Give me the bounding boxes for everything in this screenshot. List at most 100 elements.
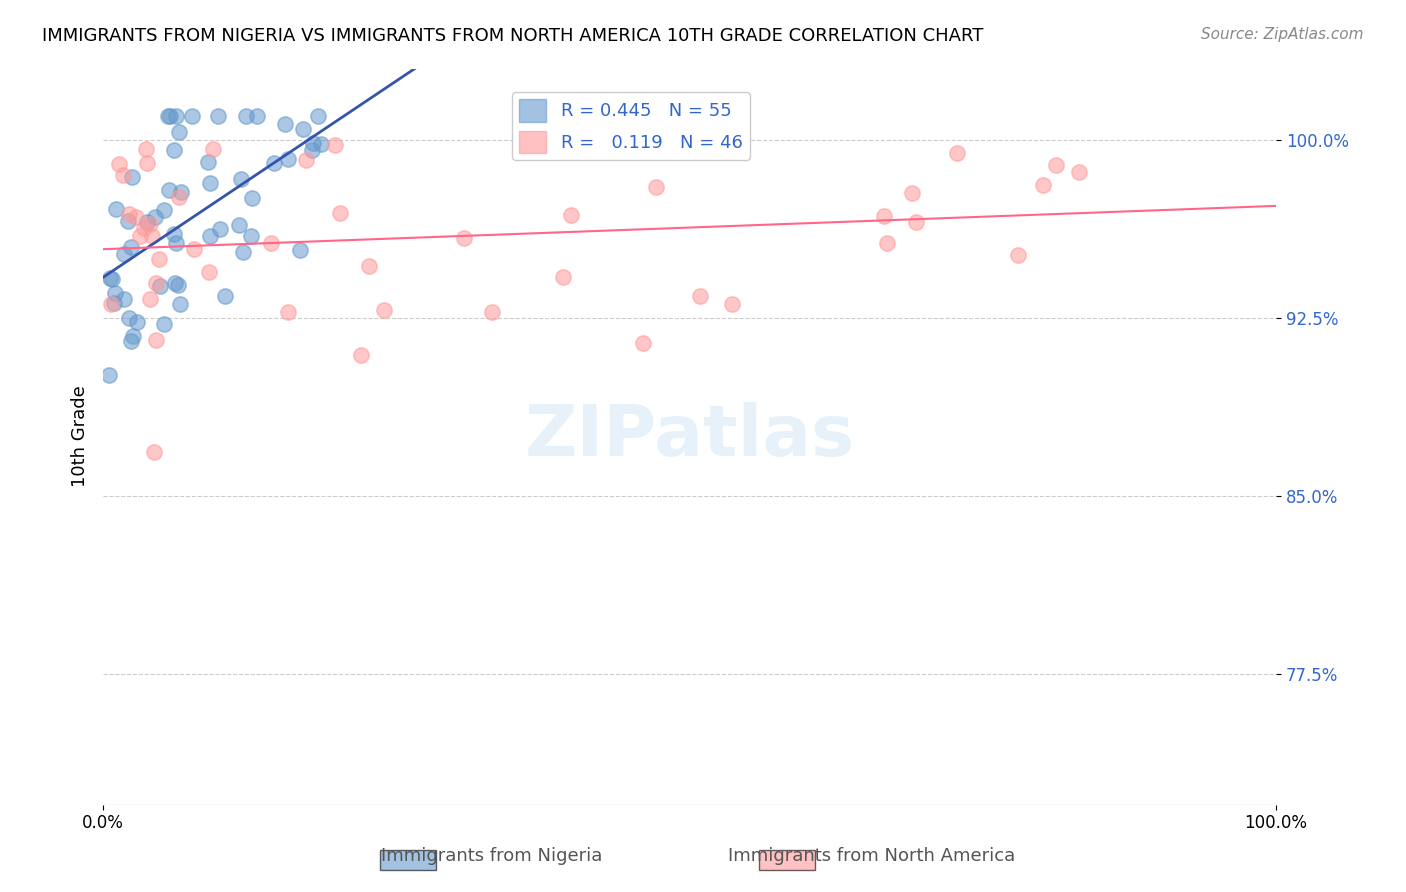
Point [1007,248,1029,262]
Point [228,219,250,233]
Point [121,169,143,184]
Point [145,333,167,347]
Point [240,191,263,205]
Point [169,297,191,311]
Point [231,172,253,186]
Point [235,109,257,123]
Point [277,305,299,319]
Point [290,243,312,257]
Point [359,259,381,273]
Point [901,186,924,200]
Point [273,117,295,131]
Point [209,221,232,235]
Point [240,229,263,244]
Point [873,209,896,223]
Point [139,292,162,306]
Point [232,244,254,259]
Text: Source: ZipAtlas.com: Source: ZipAtlas.com [1201,27,1364,42]
Point [165,109,187,123]
Point [1045,158,1067,172]
Point [167,190,190,204]
Point [148,252,170,266]
Point [905,215,928,229]
Point [112,246,135,260]
Point [214,288,236,302]
Point [350,348,373,362]
Point [129,229,152,244]
Point [152,317,174,331]
Point [1031,178,1053,192]
Point [163,143,186,157]
Point [112,292,135,306]
Point [260,235,283,250]
Point [100,272,122,286]
Point [149,279,172,293]
Text: IMMIGRANTS FROM NIGERIA VS IMMIGRANTS FROM NORTH AMERICA 10TH GRADE CORRELATION : IMMIGRANTS FROM NIGERIA VS IMMIGRANTS FR… [42,27,984,45]
Point [207,109,229,123]
Point [153,203,176,218]
Point [277,152,299,166]
Point [118,310,141,325]
Point [689,288,711,302]
Point [373,302,395,317]
Point [112,168,135,182]
Point [201,142,224,156]
Point [181,109,204,123]
Point [145,276,167,290]
Point [200,228,222,243]
Point [103,296,125,310]
Point [453,231,475,245]
Point [121,328,143,343]
Point [120,334,142,348]
Point [560,208,582,222]
Point [104,286,127,301]
Point [132,221,155,235]
Point [145,211,167,225]
Text: Immigrants from North America: Immigrants from North America [728,847,1015,865]
Point [198,265,221,279]
Point [98,270,121,285]
Point [166,235,188,250]
Point [159,109,181,123]
Point [108,157,131,171]
Point [134,142,156,156]
Point [120,240,142,254]
Point [166,277,188,292]
Point [292,121,315,136]
Point [720,297,742,311]
Point [169,185,191,199]
Point [104,202,127,216]
Point [100,297,122,311]
Point [301,136,323,151]
Point [311,136,333,151]
Text: Immigrants from Nigeria: Immigrants from Nigeria [381,847,603,865]
Point [142,444,165,458]
Point [631,336,654,351]
Point [307,109,329,123]
Point [246,109,269,123]
Point [98,368,121,382]
Point [141,229,163,244]
Point [197,155,219,169]
Point [162,227,184,242]
Point [139,217,162,231]
Point [263,156,285,170]
Point [876,236,898,251]
Point [118,207,141,221]
Point [553,270,575,285]
Point [1069,165,1091,179]
Point [125,315,148,329]
Point [163,276,186,290]
Point [481,305,503,319]
Point [167,125,190,139]
Point [157,109,180,123]
Point [301,143,323,157]
Point [945,145,967,160]
Point [294,153,316,167]
Y-axis label: 10th Grade: 10th Grade [72,385,89,487]
Point [329,206,352,220]
Point [117,214,139,228]
Point [543,109,565,123]
Point [323,138,346,153]
Point [645,180,668,194]
